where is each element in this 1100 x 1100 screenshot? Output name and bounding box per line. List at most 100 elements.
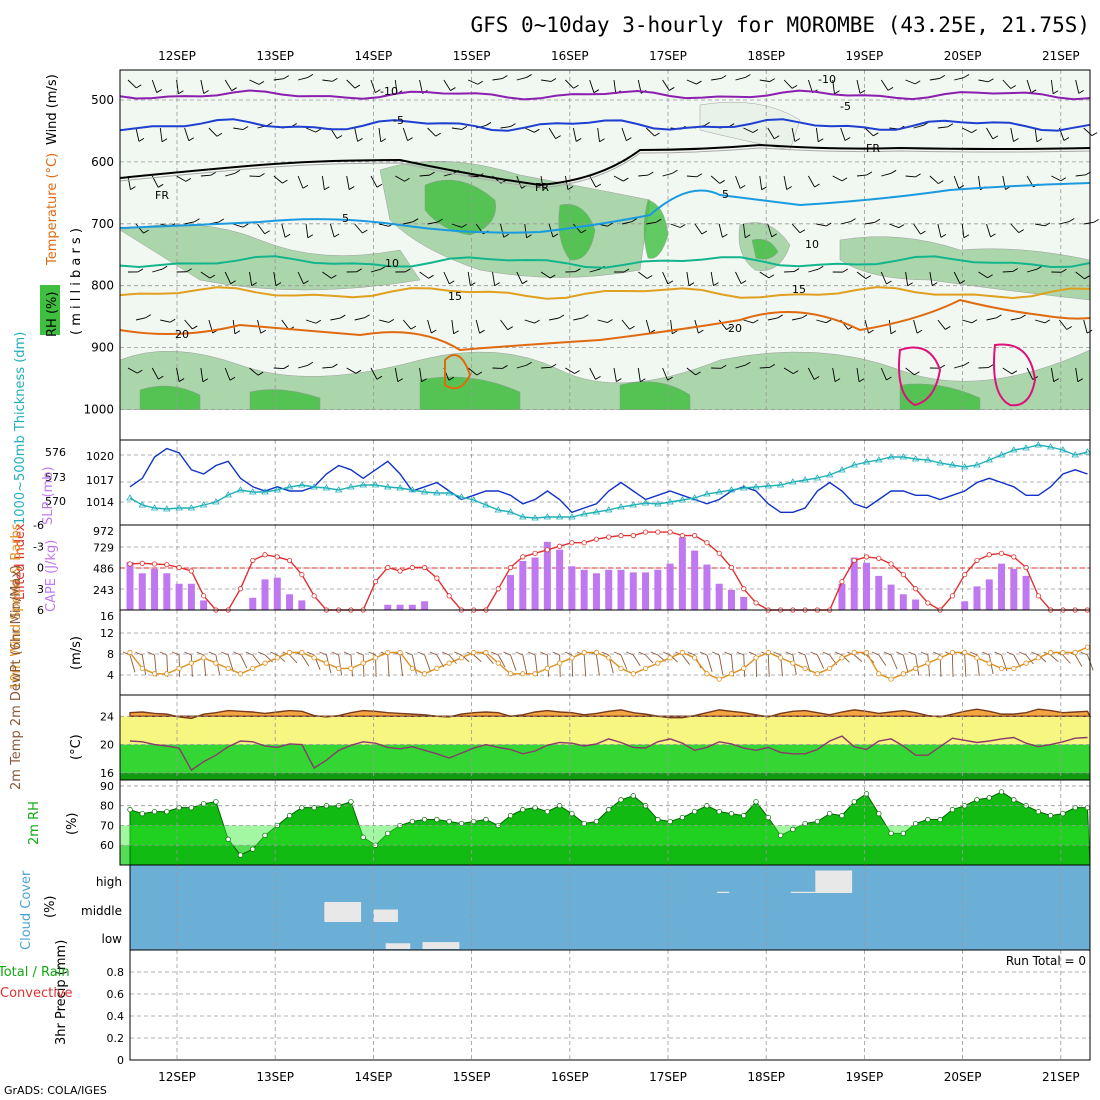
upper-barb-tick [376, 375, 383, 380]
upper-barb [451, 127, 462, 130]
upper-barb [1010, 127, 1014, 142]
wind-series-point [667, 655, 673, 661]
cape-tick: 729 [93, 541, 114, 554]
upper-barb [905, 79, 916, 85]
surface-barb-tick [662, 651, 671, 656]
day-label-bottom: 16SEP [551, 1070, 589, 1084]
rh-point [286, 812, 293, 819]
upper-barb [953, 271, 961, 284]
upper-barb [394, 367, 399, 382]
upper-barb [613, 175, 624, 182]
upper-barb-tick [404, 177, 410, 182]
surface-barb [411, 654, 417, 674]
upper-barb [808, 268, 819, 273]
contour-label-fr: FR [155, 189, 169, 202]
upper-barb-tick [722, 233, 728, 238]
upper-barb [840, 221, 851, 225]
wind-series-point [286, 649, 293, 656]
upper-barb-tick [947, 123, 954, 128]
upper-barb-tick [137, 369, 143, 374]
upper-barb [549, 317, 560, 321]
upper-barb [516, 364, 527, 369]
precip-tick: 0.2 [107, 1032, 125, 1045]
thickness-series-point [580, 510, 588, 517]
upper-barb-tick [437, 218, 443, 223]
upper-barb [524, 127, 535, 133]
upper-barb [394, 79, 398, 94]
thickness-series-point [298, 481, 306, 488]
upper-barb-tick [791, 84, 798, 89]
cape-bar [568, 566, 576, 610]
li-series-point [642, 529, 649, 535]
rh-point [839, 812, 845, 819]
rh-point [937, 816, 943, 823]
wind-series-point [299, 649, 305, 656]
upper-barb-tick [429, 171, 435, 176]
contour-label-m5-b: -5 [840, 100, 851, 113]
wind-series-point [581, 649, 587, 656]
upper-barb [864, 127, 874, 137]
surface-barb-tick [368, 651, 376, 656]
cape-panel: -6 -3 0 3 6 972 729 486 243 Lifted Index CAPE (J… [13, 519, 1091, 617]
upper-barb-tick [331, 274, 337, 279]
cape-bar [200, 600, 208, 610]
upper-barb-tick [284, 233, 291, 238]
chart-title: GFS 0~10day 3-hourly for MOROMBE (43.25E… [470, 13, 1090, 37]
upper-barb-tick [307, 234, 314, 239]
upper-barb [564, 175, 569, 190]
upper-barb-tick [607, 319, 613, 323]
upper-barb-tick [1018, 229, 1024, 233]
contour-minus5 [119, 118, 1091, 132]
thickness-series-point [1034, 441, 1043, 448]
li-series-point [139, 560, 145, 566]
temp-ticks: 24 20 16 [100, 710, 114, 780]
li-series-point [397, 568, 403, 574]
upper-barb [961, 223, 965, 238]
upper-barb-tick [397, 378, 403, 382]
upper-barb [783, 79, 793, 89]
thickness-series-point [764, 482, 773, 489]
upper-barb [451, 319, 455, 334]
upper-barb [589, 79, 595, 93]
upper-barb [905, 175, 916, 178]
upper-barb [645, 127, 655, 137]
upper-barb [273, 271, 277, 286]
surface-barb-tick [687, 651, 695, 656]
li-tick: -6 [33, 519, 44, 532]
upper-barb [516, 271, 523, 284]
upper-barb-tick [655, 218, 662, 223]
upper-barb-tick [887, 86, 894, 91]
surface-barb-tick [552, 651, 560, 656]
upper-barb [1034, 319, 1046, 324]
surface-barb [559, 654, 561, 677]
upper-barb-tick [461, 223, 467, 228]
upper-barb [1026, 79, 1032, 93]
li-series-point [655, 529, 661, 535]
wind-series-point [716, 676, 722, 682]
upper-barb-tick [801, 314, 808, 319]
rh-ticks: 90 80 70 60 [100, 780, 114, 852]
surface-barb [338, 654, 343, 676]
upper-barb-tick [479, 329, 485, 334]
upper-barb [767, 223, 773, 238]
thickness-series-point [617, 503, 625, 510]
upper-barb-tick [185, 178, 192, 182]
li-series-point [593, 536, 600, 542]
upper-barb-tick [230, 280, 236, 285]
upper-barb [856, 271, 867, 279]
surface-barb-tick [257, 651, 266, 656]
upper-barb [710, 271, 714, 286]
thickness-series-point [1083, 448, 1092, 455]
upper-barb [500, 223, 505, 238]
precip-tick: 0.6 [107, 988, 125, 1001]
upper-barb [427, 319, 432, 334]
rh-panel: 90 80 70 60 2m RH (%) [27, 779, 1091, 866]
upper-barb-tick [302, 184, 309, 189]
wind-series-point [139, 665, 145, 672]
surface-barb [448, 654, 457, 664]
li-series-point [888, 561, 894, 567]
upper-barb-tick [470, 282, 476, 287]
wind-series-point [1060, 649, 1066, 656]
pressure-tick-label: 600 [91, 155, 114, 169]
upper-barb-tick [526, 234, 532, 239]
